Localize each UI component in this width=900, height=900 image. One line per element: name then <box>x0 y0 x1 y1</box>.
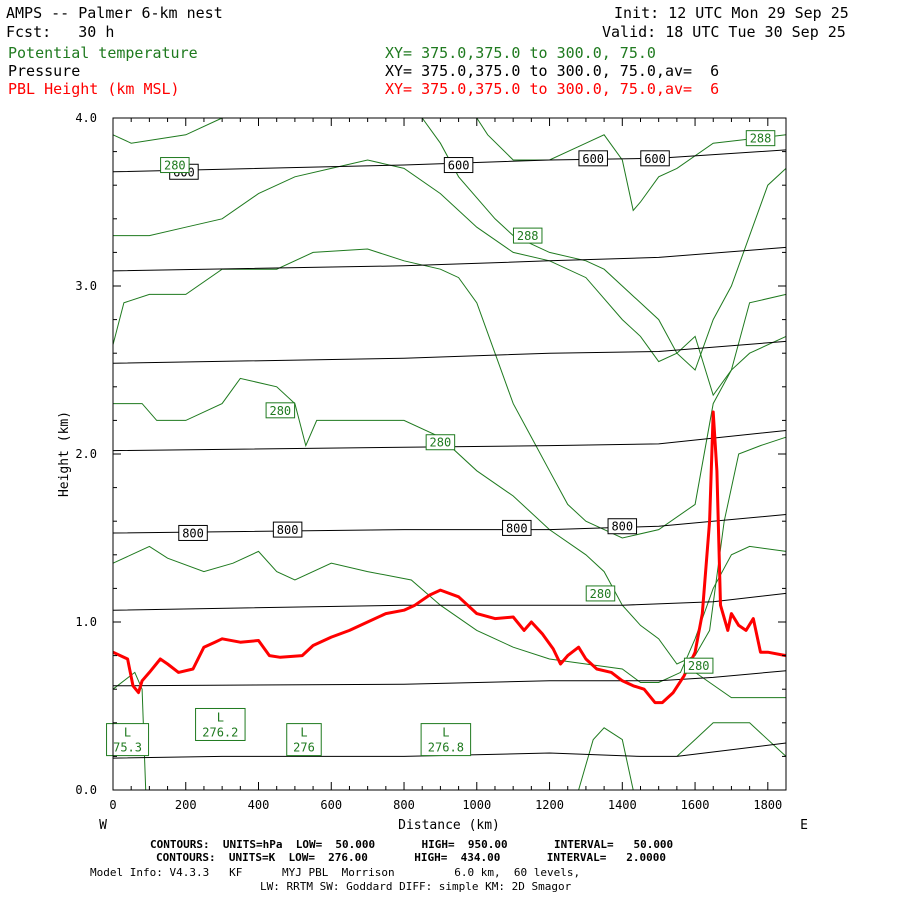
x-axis-label: Distance (km) <box>398 818 500 833</box>
x-tick-label-2: 400 <box>248 798 270 812</box>
x-tick-label-1: 200 <box>175 798 197 812</box>
pressure-label-3-box <box>640 150 670 167</box>
min-label-value-3: 75.3 <box>113 741 142 755</box>
pressure-contour-1 <box>112 670 787 687</box>
theta-label-5-box <box>683 657 714 674</box>
y-tick-label-0: 0.0 <box>75 783 97 797</box>
pressure-contour-5 <box>112 340 787 364</box>
footer-contours-theta: CONTOURS: UNITS=K LOW= 276.00 HIGH= 434.… <box>156 851 666 864</box>
pressure-label-4: 800 <box>182 526 204 540</box>
theta-contour-9 <box>676 722 787 757</box>
theta-contour-8 <box>578 727 634 791</box>
left-end-label: W <box>99 818 107 833</box>
theta-label-2: 280 <box>269 404 291 418</box>
min-label-letter-0: L <box>217 710 224 724</box>
pressure-label-2: 600 <box>582 152 604 166</box>
x-tick-label-9: 1800 <box>753 798 782 812</box>
legend-pbl-xy: XY= 375.0,375.0 to 300.0, 75.0,av= 6 <box>385 80 720 98</box>
theta-label-1-box <box>512 227 543 244</box>
theta-label-6: 280 <box>164 159 186 173</box>
y-axis-label: Height (km) <box>57 411 72 497</box>
theta-contour-7 <box>476 117 787 212</box>
pressure-contour-7 <box>112 149 787 173</box>
y-tick-label-4: 4.0 <box>75 111 97 125</box>
pressure-label-0-box <box>169 163 199 180</box>
pressure-label-1-box <box>443 157 474 174</box>
pressure-label-6: 800 <box>506 521 528 535</box>
footer-model-info: Model Info: V4.3.3 KF MYJ PBL Morrison 6… <box>90 866 581 879</box>
pressure-contour-6 <box>112 246 787 272</box>
header-init: Init: 12 UTC Mon 29 Sep 25 <box>614 4 849 22</box>
header-fcst: Fcst: 30 h <box>6 23 115 41</box>
x-tick-label-7: 1400 <box>608 798 637 812</box>
legend-pbl-name: PBL Height (km MSL) <box>8 80 180 98</box>
legend-theta-name: Potential temperature <box>8 44 198 62</box>
theta-label-5: 280 <box>688 659 710 673</box>
legend-theta-xy: XY= 375.0,375.0 to 300.0, 75.0 <box>385 44 656 62</box>
theta-label-4: 280 <box>590 587 612 601</box>
theta-contour-1 <box>112 545 787 683</box>
min-label-box-0 <box>195 707 246 741</box>
pressure-label-3: 600 <box>644 152 666 166</box>
pressure-label-7: 800 <box>611 520 633 534</box>
x-tick-label-3: 600 <box>320 798 342 812</box>
min-label-value-1: 276 <box>293 741 315 755</box>
y-tick-label-1: 1.0 <box>75 615 97 629</box>
pressure-label-7-box <box>607 518 638 535</box>
pressure-label-4-box <box>178 524 208 541</box>
pressure-label-0: 600 <box>173 165 195 179</box>
pressure-label-1: 600 <box>448 159 470 173</box>
x-tick-label-6: 1200 <box>535 798 564 812</box>
footer-model-info-2: LW: RRTM SW: Goddard DIFF: simple KM: 2D… <box>260 880 572 893</box>
min-label-letter-3: L <box>124 726 131 740</box>
pressure-label-2-box <box>578 150 608 167</box>
y-tick-label-2: 2.0 <box>75 447 97 461</box>
theta-contour-6 <box>421 117 787 371</box>
theta-label-0-box <box>745 130 776 147</box>
min-label-value-0: 276.2 <box>202 725 238 739</box>
pressure-contour-2 <box>112 592 787 611</box>
min-label-letter-1: L <box>300 726 307 740</box>
theta-label-4-box <box>585 585 616 602</box>
x-tick-label-8: 1600 <box>681 798 710 812</box>
theta-label-1: 288 <box>517 229 539 243</box>
footer-contours-pressure: CONTOURS: UNITS=hPa LOW= 50.000 HIGH= 95… <box>150 838 674 851</box>
pressure-label-5-box <box>272 521 303 538</box>
x-tick-label-0: 0 <box>109 798 116 812</box>
x-tick-label-4: 800 <box>393 798 415 812</box>
theta-contour-10 <box>694 671 786 699</box>
theta-contour-4 <box>113 159 787 397</box>
min-label-box-2 <box>420 723 472 757</box>
theta-label-3-box <box>425 434 456 451</box>
theta-label-6-box <box>160 157 190 174</box>
theta-contour-2 <box>113 377 787 665</box>
pressure-contour-4 <box>112 430 787 452</box>
right-end-label: E <box>800 818 808 833</box>
theta-contour-5 <box>112 117 223 144</box>
pressure-label-6-box <box>502 519 532 536</box>
header-valid: Valid: 18 UTC Tue 30 Sep 25 <box>602 23 846 41</box>
pbl-height-line <box>112 410 787 705</box>
header-title: AMPS -- Palmer 6-km nest <box>6 4 223 22</box>
min-label-letter-2: L <box>442 726 449 740</box>
theta-label-2-box <box>265 402 296 419</box>
y-tick-label-3: 3.0 <box>75 279 97 293</box>
theta-contour-0 <box>112 671 147 791</box>
plot-frame <box>112 117 787 791</box>
pressure-label-5: 800 <box>277 523 299 537</box>
pressure-contour-0 <box>112 742 787 759</box>
min-label-value-2: 276.8 <box>428 741 464 755</box>
legend-pressure-name: Pressure <box>8 62 81 80</box>
min-label-box-1 <box>286 723 322 757</box>
theta-contour-3 <box>112 248 787 539</box>
pressure-contour-3 <box>112 514 787 534</box>
theta-label-0: 288 <box>750 132 772 146</box>
x-tick-label-5: 1000 <box>462 798 491 812</box>
min-label-box-3 <box>106 723 150 757</box>
theta-label-3: 280 <box>430 436 452 450</box>
legend-pressure-xy: XY= 375.0,375.0 to 300.0, 75.0,av= 6 <box>385 62 720 80</box>
